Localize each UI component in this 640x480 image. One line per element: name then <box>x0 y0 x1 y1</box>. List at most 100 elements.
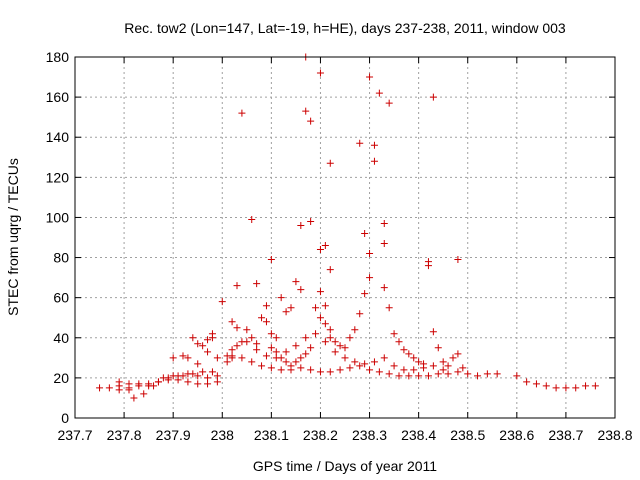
data-point <box>194 360 202 368</box>
data-point <box>316 246 324 254</box>
data-point <box>130 394 138 402</box>
data-point <box>267 344 275 352</box>
data-point <box>169 354 177 362</box>
data-point <box>96 384 104 392</box>
data-point <box>439 358 447 366</box>
data-point <box>331 348 339 356</box>
data-point <box>208 368 216 376</box>
data-point <box>238 354 246 362</box>
data-point <box>429 328 437 336</box>
data-point <box>366 250 374 258</box>
data-point <box>307 366 315 374</box>
x-tick-label: 237.7 <box>57 427 92 443</box>
data-point <box>233 282 241 290</box>
x-tick-label: 238.4 <box>401 427 436 443</box>
data-point <box>267 256 275 264</box>
data-point <box>316 69 324 77</box>
y-tick-label: 60 <box>53 290 69 306</box>
data-point <box>194 372 202 380</box>
data-point <box>400 366 408 374</box>
data-point <box>213 378 221 386</box>
y-tick-label: 160 <box>46 89 70 105</box>
data-point <box>262 302 270 310</box>
data-point <box>380 354 388 362</box>
data-point <box>272 334 280 342</box>
data-point <box>258 314 266 322</box>
data-point <box>356 310 364 318</box>
data-point <box>454 368 462 376</box>
y-tick-label: 100 <box>46 209 70 225</box>
data-point <box>262 352 270 360</box>
data-point <box>380 284 388 292</box>
data-point <box>204 348 212 356</box>
data-point <box>523 378 531 386</box>
data-point <box>361 229 369 237</box>
data-point <box>415 358 423 366</box>
data-point <box>326 159 334 167</box>
data-point <box>380 219 388 227</box>
data-point <box>351 326 359 334</box>
data-point <box>326 334 334 342</box>
data-point <box>336 342 344 350</box>
plot-frame <box>74 56 616 419</box>
data-point <box>385 99 393 107</box>
data-point <box>184 354 192 362</box>
data-point <box>321 320 329 328</box>
data-point <box>140 390 148 398</box>
x-tick-label: 238.3 <box>352 427 387 443</box>
axis-ticks: 237.7 237.8 237.9 238 238.1 238.2 238.3 238.4 23… <box>46 49 633 443</box>
data-point <box>351 358 359 366</box>
data-points <box>96 53 599 402</box>
data-point <box>336 366 344 374</box>
data-point <box>361 360 369 368</box>
data-point <box>542 382 550 390</box>
data-point <box>204 374 212 382</box>
data-point <box>591 382 599 390</box>
y-tick-label: 80 <box>53 250 69 266</box>
data-point <box>331 338 339 346</box>
data-point <box>459 364 467 372</box>
data-point <box>316 314 324 322</box>
data-point <box>562 384 570 392</box>
data-point <box>380 240 388 248</box>
data-point <box>326 326 334 334</box>
data-point <box>213 354 221 362</box>
data-point <box>341 354 349 362</box>
data-point <box>444 370 452 378</box>
data-point <box>228 318 236 326</box>
data-point <box>248 215 256 223</box>
data-point <box>154 378 162 386</box>
data-point <box>307 344 315 352</box>
data-point <box>454 256 462 264</box>
data-point <box>429 362 437 370</box>
data-point <box>287 304 295 312</box>
data-point <box>135 380 143 388</box>
data-point <box>248 334 256 342</box>
data-point <box>572 384 580 392</box>
data-point <box>199 342 207 350</box>
data-point <box>238 109 246 117</box>
data-point <box>312 330 320 338</box>
data-point <box>223 352 231 360</box>
data-point <box>267 364 275 372</box>
data-point <box>292 342 300 350</box>
data-point <box>385 304 393 312</box>
data-point <box>282 358 290 366</box>
x-tick-label: 238 <box>211 427 235 443</box>
data-point <box>513 372 521 380</box>
data-point <box>395 338 403 346</box>
data-point <box>493 370 501 378</box>
data-point <box>194 380 202 388</box>
data-point <box>248 358 256 366</box>
data-point <box>150 382 158 390</box>
data-point <box>213 372 221 380</box>
data-point <box>321 242 329 250</box>
data-point <box>366 366 374 374</box>
data-point <box>434 370 442 378</box>
data-point <box>194 340 202 348</box>
data-point <box>243 338 251 346</box>
data-point <box>582 382 590 390</box>
data-point <box>297 364 305 372</box>
data-point <box>243 326 251 334</box>
